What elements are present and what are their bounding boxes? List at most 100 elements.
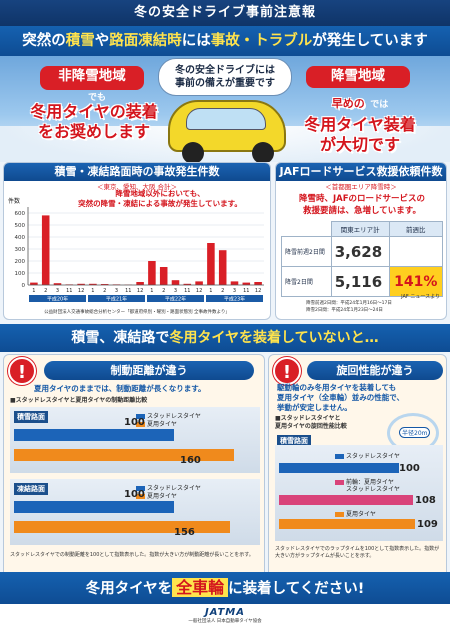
warning-icon: ! [273, 357, 301, 385]
jaf-panel: JAFロードサービス救援依頼件数 ＜首都圏エリア降雪時＞ 降雪時、JAFのロード… [275, 162, 447, 320]
x-tick-label: 2 [162, 288, 165, 294]
group-band [29, 295, 86, 302]
x-tick-label: 11 [66, 288, 72, 294]
turning-chart: スタッドレスタイヤ 100 前輪：夏用タイヤ スタッドレスタイヤ 108 夏用タ… [275, 445, 443, 541]
legend-item: 夏用タイヤ [136, 491, 177, 500]
headline: 突然の積雪や路面凍結時には事故・トラブルが発生しています [0, 26, 450, 56]
bar [100, 284, 109, 285]
warning-icon: ! [8, 357, 36, 385]
snow-road-row: 積雪路面 スタッドレスタイヤ 夏用タイヤ 100 160 [10, 407, 260, 473]
accident-note-line: 突然の降雪・凍結による事故が発生しています。 [78, 199, 242, 208]
bar [254, 282, 262, 285]
accident-note: 降雪地域以外においても、 突然の降雪・凍結による事故が発生しています。 [60, 189, 260, 209]
ice-road-row: 凍結路面 スタッドレスタイヤ 夏用タイヤ 100 156 [10, 479, 260, 545]
jaf-table: 関東エリア計 前週比 降雪前週2日間 3,628 降雪2日間 5,116 141… [281, 221, 444, 297]
bar [41, 215, 50, 285]
right-message-line: 冬用タイヤ装着 [304, 115, 416, 134]
y-tick-label: 200 [15, 259, 26, 265]
bottom-text: に装着してください! [228, 581, 365, 597]
mixed-bar [279, 495, 413, 505]
table-cell: 3,628 [330, 236, 390, 267]
braking-desc: 夏用タイヤのままでは、制動距離が長くなります。 [34, 384, 206, 393]
accident-title: 積雪・凍結路面時の事故発生件数 [4, 163, 270, 181]
x-tick-label: 12 [196, 288, 202, 294]
bubble-line: 冬の安全ドライブには [175, 65, 275, 76]
legend-label: 前輪：夏用タイヤ [346, 479, 394, 486]
footer: JATMA 一般社団法人 日本自動車タイヤ協会 [0, 604, 450, 630]
legend-label: 夏用タイヤ [147, 493, 177, 500]
bar [148, 261, 156, 285]
x-tick-label: 11 [184, 288, 190, 294]
table-row-label: 降雪前週2日間 [281, 236, 332, 267]
table-cell [388, 236, 444, 267]
bar-value: 160 [180, 455, 201, 466]
braking-title: 制動距離が違う [44, 361, 254, 380]
bar [89, 283, 97, 285]
summer-bar [14, 449, 234, 461]
bar [218, 250, 227, 285]
road-label: 積雪路面 [14, 411, 48, 423]
bar [242, 282, 251, 285]
bar-value: 100 [124, 417, 145, 428]
x-tick-label: 3 [174, 288, 177, 294]
bar [30, 282, 38, 285]
x-tick-label: 12 [137, 288, 143, 294]
bar [207, 243, 215, 285]
x-tick-label: 12 [78, 288, 84, 294]
turning-desc: 駆動輪のみ冬用タイヤを装着しても 夏用タイヤ（全車輪）並みの性能で、 挙動が安定… [277, 383, 445, 413]
left-de: でも [88, 93, 107, 103]
speech-bubble: 冬の安全ドライブには 事前の備えが重要です [158, 58, 292, 96]
turning-panel: ! 旋回性能が違う 駆動輪のみ冬用タイヤを装着しても 夏用タイヤ（全車輪）並みの… [268, 354, 447, 590]
x-tick-label: 11 [125, 288, 131, 294]
bar [159, 267, 168, 285]
y-tick-label: 600 [15, 211, 26, 217]
radius-label: 半径20m [399, 427, 431, 438]
turning-footnote: スタッドレスタイヤでのラップタイムを100として指数表示した。指数が大きい方がラ… [275, 546, 440, 559]
left-message-line: 冬用タイヤの装着 [30, 102, 158, 121]
group-label: 平成20年 [47, 296, 68, 303]
x-tick-label: 1 [32, 288, 35, 294]
caption-line: ■スタッドレスタイヤと [275, 415, 341, 422]
headline-text: が発生しています [312, 33, 428, 49]
jaf-note-line: 救援要請は、急増しています。 [303, 206, 421, 216]
accident-panel: 積雪・凍結路面時の事故発生件数 ＜東京、愛知、大阪 合計＞ 降雪地域以外において… [3, 162, 271, 320]
non-snow-area-badge: 非降雪地域 [40, 66, 144, 90]
jaf-title: JAFロードサービス救援依頼件数 [276, 163, 446, 181]
legend-label: スタッドレスタイヤ [147, 485, 201, 492]
wheel-icon [182, 142, 204, 162]
x-tick-label: 2 [103, 288, 106, 294]
jaf-subtitle: ＜首都圏エリア降雪時＞ [325, 183, 397, 191]
y-tick-label: 400 [15, 235, 26, 241]
x-tick-label: 12 [255, 288, 261, 294]
studless-bar [279, 463, 399, 473]
braking-panel: ! 制動距離が違う 夏用タイヤのままでは、制動距離が長くなります。 ■スタッドレ… [3, 354, 265, 590]
table-header: 関東エリア計 [330, 221, 390, 237]
x-tick-label: 3 [115, 288, 118, 294]
studless-bar [14, 501, 174, 513]
bar [230, 281, 239, 285]
group-label: 平成21年 [106, 296, 127, 303]
group-band [88, 295, 145, 302]
left-message-line: をお奨めします [37, 122, 150, 141]
summer-bar [279, 519, 415, 529]
x-tick-label: 1 [150, 288, 153, 294]
headline-text: には [181, 33, 211, 49]
bottom-highlight: 全車輪 [172, 578, 229, 597]
right-pre: 早めの [331, 97, 365, 110]
accident-subtitle: ＜東京、愛知、大阪 合計＞ [96, 183, 178, 191]
y-tick-label: 0 [22, 283, 26, 289]
group-label: 平成23年 [224, 296, 245, 303]
headline-text: 突然の [22, 33, 66, 49]
x-tick-label: 3 [233, 288, 236, 294]
legend-item: スタッドレスタイヤ [136, 483, 201, 492]
percent-cell: 141% [388, 266, 444, 297]
headline-highlight: 路面凍結時 [109, 33, 182, 49]
bar [195, 281, 203, 285]
bar-value: 109 [417, 519, 438, 530]
turning-desc-line: 挙動が安定しません。 [277, 403, 352, 412]
bar-value: 108 [415, 495, 436, 506]
y-tick-label: 100 [15, 271, 26, 277]
legend-label: スタッドレスタイヤ [346, 486, 400, 493]
page-title: 冬の安全ドライブ事前注意報 [0, 0, 450, 26]
table-cell: 5,116 [330, 266, 390, 297]
